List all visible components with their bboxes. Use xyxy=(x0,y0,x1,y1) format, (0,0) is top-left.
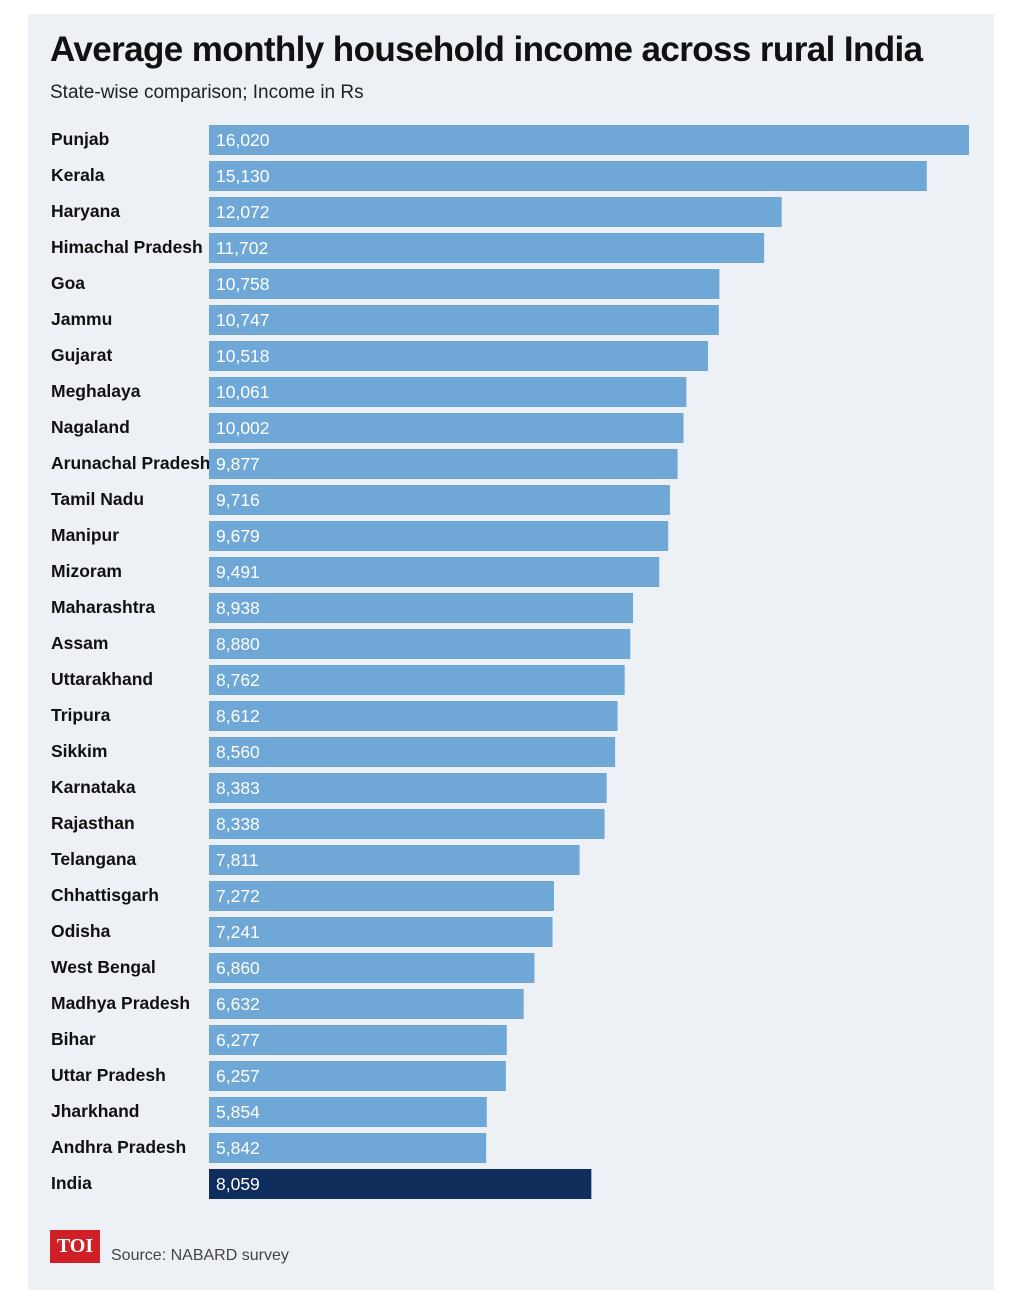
value-label: 8,880 xyxy=(216,634,260,654)
bar xyxy=(209,341,708,371)
category-label: Bihar xyxy=(51,1029,96,1049)
value-label: 10,002 xyxy=(216,418,270,438)
bar xyxy=(209,305,719,335)
chart-title: Average monthly household income across … xyxy=(50,30,923,69)
category-label: Jammu xyxy=(51,309,112,329)
category-label: Manipur xyxy=(51,525,119,545)
bar xyxy=(209,665,625,695)
value-label: 7,241 xyxy=(216,922,260,942)
bar xyxy=(209,953,535,983)
bar xyxy=(209,233,765,263)
category-label: Meghalaya xyxy=(51,381,141,401)
bar xyxy=(209,773,607,803)
value-label: 5,842 xyxy=(216,1138,260,1158)
value-label: 7,811 xyxy=(216,850,259,870)
value-label: 10,518 xyxy=(216,346,270,366)
category-label: Andhra Pradesh xyxy=(51,1137,186,1157)
bar xyxy=(209,197,782,227)
value-label: 9,716 xyxy=(216,490,260,510)
value-label: 6,257 xyxy=(216,1066,260,1086)
bar xyxy=(209,449,678,479)
toi-logo: TOI xyxy=(50,1230,100,1263)
value-label: 16,020 xyxy=(216,130,270,150)
bar xyxy=(209,881,554,911)
bar xyxy=(209,521,669,551)
category-label: Haryana xyxy=(51,201,120,221)
bar xyxy=(209,737,616,767)
chart-subtitle: State-wise comparison; Income in Rs xyxy=(50,82,364,103)
bar xyxy=(209,1061,506,1091)
value-label: 6,860 xyxy=(216,958,260,978)
category-label: Madhya Pradesh xyxy=(51,993,190,1013)
value-label: 10,747 xyxy=(216,310,270,330)
category-label: Uttarakhand xyxy=(51,669,153,689)
category-label: Kerala xyxy=(51,165,105,185)
bar xyxy=(209,557,660,587)
category-label: Rajasthan xyxy=(51,813,135,833)
value-label: 10,758 xyxy=(216,274,270,294)
category-label: Tripura xyxy=(51,705,111,725)
value-label: 12,072 xyxy=(216,202,270,222)
bar xyxy=(209,989,524,1019)
category-label: Nagaland xyxy=(51,417,130,437)
bar xyxy=(209,269,720,299)
bar xyxy=(209,593,634,623)
bar-chart: Punjab 16,020 Kerala 15,130 Haryana 12,072 Him… xyxy=(51,125,969,1199)
bar xyxy=(209,377,687,407)
bar xyxy=(209,809,605,839)
category-label: Uttar Pradesh xyxy=(51,1065,166,1085)
value-label: 15,130 xyxy=(216,166,270,186)
bar xyxy=(209,125,969,155)
bar xyxy=(209,485,670,515)
bar xyxy=(209,413,684,443)
bar xyxy=(209,1133,487,1163)
value-label: 11,702 xyxy=(216,238,268,258)
category-label: Karnataka xyxy=(51,777,136,797)
bar xyxy=(209,701,618,731)
value-label: 7,272 xyxy=(216,886,260,906)
value-label: 8,762 xyxy=(216,670,260,690)
bar xyxy=(209,845,580,875)
category-label: Telangana xyxy=(51,849,137,869)
source-note: Source: NABARD survey xyxy=(111,1247,289,1264)
bar-highlight xyxy=(209,1169,592,1199)
category-label: Punjab xyxy=(51,129,109,149)
bar xyxy=(209,629,631,659)
value-label: 8,338 xyxy=(216,814,260,834)
category-label: Assam xyxy=(51,633,108,653)
value-label: 8,383 xyxy=(216,778,260,798)
value-label: 6,632 xyxy=(216,994,260,1014)
category-label: Mizoram xyxy=(51,561,122,581)
value-label: 8,612 xyxy=(216,706,260,726)
category-label: West Bengal xyxy=(51,957,156,977)
category-label: Sikkim xyxy=(51,741,107,761)
category-label: India xyxy=(51,1173,92,1193)
bar xyxy=(209,161,927,191)
category-label: Goa xyxy=(51,273,85,293)
bar xyxy=(209,917,553,947)
bar xyxy=(209,1097,487,1127)
value-label: 8,938 xyxy=(216,598,260,618)
category-label: Maharashtra xyxy=(51,597,155,617)
category-label: Arunachal Pradesh xyxy=(51,453,211,473)
value-label: 8,560 xyxy=(216,742,260,762)
value-label: 9,877 xyxy=(216,454,260,474)
category-label: Gujarat xyxy=(51,345,112,365)
category-label: Himachal Pradesh xyxy=(51,237,203,257)
value-label: 5,854 xyxy=(216,1102,260,1122)
category-label: Odisha xyxy=(51,921,111,941)
value-label: 10,061 xyxy=(216,382,270,402)
category-label: Tamil Nadu xyxy=(51,489,144,509)
category-label: Chhattisgarh xyxy=(51,885,159,905)
value-label: 9,491 xyxy=(216,562,260,582)
category-label: Jharkhand xyxy=(51,1101,140,1121)
value-label: 6,277 xyxy=(216,1030,260,1050)
value-label: 8,059 xyxy=(216,1174,260,1194)
bar xyxy=(209,1025,507,1055)
value-label: 9,679 xyxy=(216,526,260,546)
